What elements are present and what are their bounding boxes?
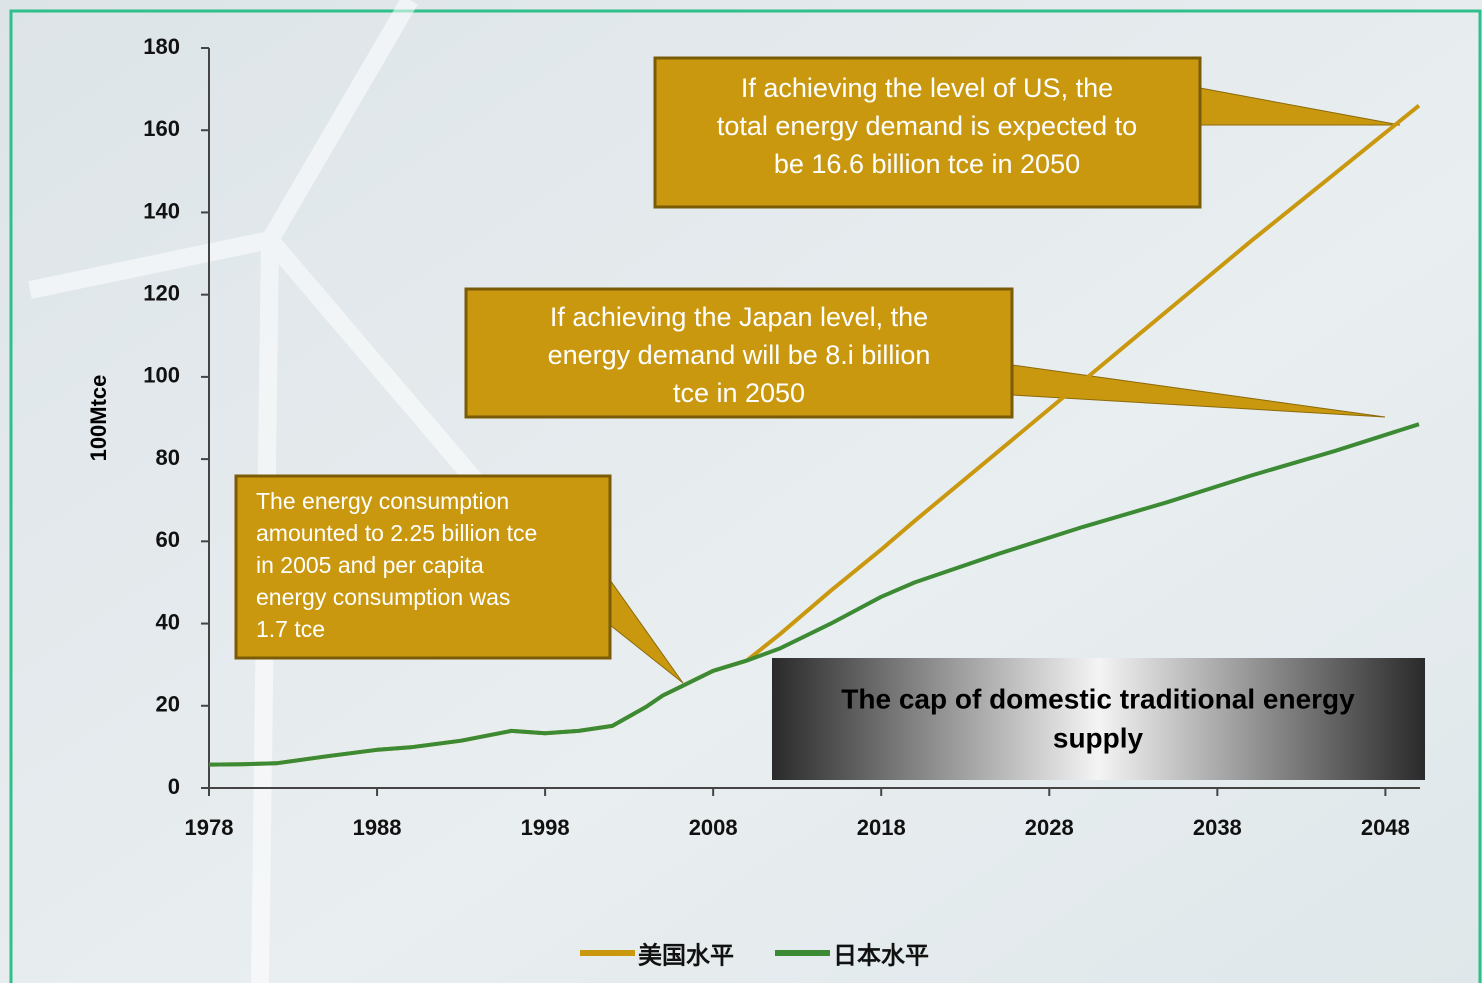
- legend-label: 日本水平: [833, 942, 929, 969]
- frame: [9, 9, 1482, 983]
- legend-label: 美国水平: [638, 941, 734, 969]
- annotation: If achieving the level of US, the: [741, 73, 1113, 103]
- y-tick-label: 140: [143, 198, 180, 223]
- callout-box: [464, 287, 1014, 419]
- x-tick-label: 1988: [353, 815, 402, 840]
- x-tick-label: 2028: [1025, 815, 1074, 840]
- y-tick-label: 80: [156, 445, 180, 470]
- y-tick-label: 40: [156, 609, 180, 634]
- y-tick-label: 20: [156, 692, 180, 717]
- annotation: 1.7 tce: [256, 616, 325, 642]
- callout-box: [234, 474, 612, 660]
- x-tick-label: 2048: [1361, 815, 1410, 840]
- y-tick-label: 100: [143, 363, 180, 388]
- x-tick-label: 2008: [689, 815, 738, 840]
- annotation: in 2005 and per capita: [256, 552, 484, 578]
- annotation: energy demand will be 8.i billion: [548, 340, 931, 370]
- callout-box: [653, 56, 1202, 209]
- cap-box: [772, 658, 1425, 780]
- annotation: tce in 2050: [673, 378, 805, 408]
- y-tick-label: 160: [143, 116, 180, 141]
- x-tick-label: 1998: [521, 815, 570, 840]
- annotation: be 16.6 billion tce in 2050: [774, 149, 1080, 179]
- annotation: If achieving the Japan level, the: [550, 302, 928, 332]
- y-tick-label: 0: [168, 774, 180, 799]
- annotation: The energy consumption: [256, 488, 509, 514]
- y-axis-label: 100Mtce: [86, 375, 111, 462]
- y-tick-label: 60: [156, 527, 180, 552]
- y-tick-label: 120: [143, 280, 180, 305]
- y-tick-label: 180: [143, 34, 180, 59]
- annotation: amounted to 2.25 billion tce: [256, 520, 537, 546]
- x-tick-label: 1978: [185, 815, 234, 840]
- annotation: supply: [1053, 722, 1144, 753]
- x-tick-label: 2038: [1193, 815, 1242, 840]
- annotation: energy consumption was: [256, 584, 510, 610]
- annotation: total energy demand is expected to: [717, 111, 1137, 141]
- annotation: The cap of domestic traditional energy: [841, 683, 1355, 714]
- x-tick-label: 2018: [857, 815, 906, 840]
- series-line: [208, 422, 1420, 767]
